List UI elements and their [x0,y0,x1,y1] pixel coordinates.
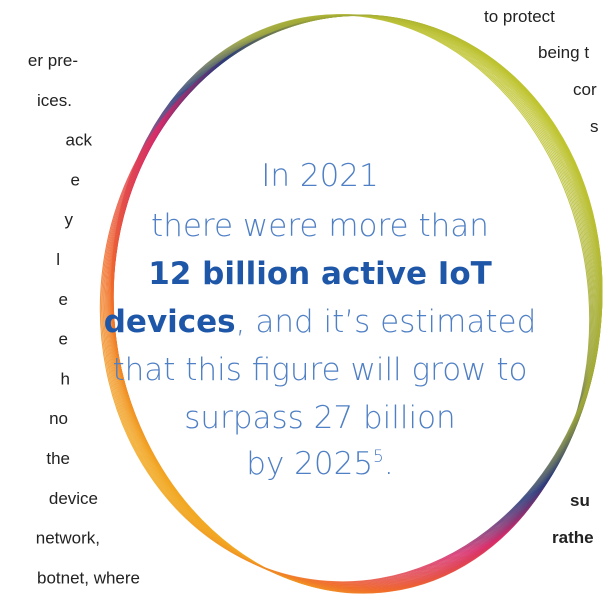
ring-stroke [99,14,603,583]
body-text-line: er pre- [28,51,78,70]
body-text-line: e [71,170,80,189]
ring-stroke [108,14,603,588]
body-bold-line: su [570,491,590,510]
body-text-line: the [46,449,70,468]
callout-highlight: 12 billion active IoT [148,256,492,292]
body-text-line: device [49,489,98,508]
body-text-line: botnet, where [37,568,140,587]
body-text-line: ack [66,131,93,150]
ring-stroke [112,14,597,592]
callout-highlight: devices [104,304,236,340]
body-text-line: y [65,210,74,229]
callout-line: that this figure will grow to [112,352,527,388]
body-text-line: no [49,409,68,428]
body-text-line: cor [573,80,597,99]
body-text-line: e [59,290,68,309]
footnote-ref: 5 [373,447,384,467]
body-text-line: being t [538,43,589,62]
body-text-line: ices. [37,91,72,110]
callout-text: by 2025 [246,446,373,482]
callout-line: surpass 27 billion [184,400,455,436]
callout-line: In 2021 [261,158,379,194]
decorative-ring [99,14,603,594]
callout-text: . [384,446,394,482]
body-text-line: s [590,117,599,136]
body-bold-line: rathe [552,528,594,547]
body-text-line: to protect [484,7,555,26]
body-text-line: network, [36,529,100,548]
body-text-line: h [61,369,70,388]
callout-line: by 20255. [246,446,393,482]
body-text-line: l [56,250,60,269]
callout-line: there were more than [151,208,489,244]
callout-text: , and it’s estimated [236,304,537,340]
callout-line: devices, and it’s estimated [104,304,537,340]
body-text-line: e [59,330,68,349]
